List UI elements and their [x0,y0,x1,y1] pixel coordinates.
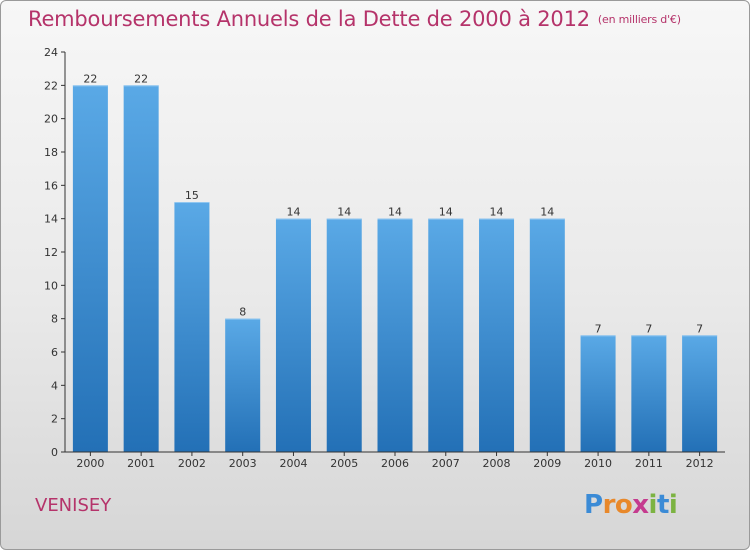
bar-2001 [123,85,159,452]
chart-title-text: Remboursements Annuels de la Dette de 20… [28,7,590,31]
y-tick-label: 16 [44,179,58,192]
y-tick-label: 18 [44,146,58,159]
bar-2011 [631,335,667,452]
y-tick-label: 22 [44,79,58,92]
value-label-2003: 8 [239,306,246,319]
bar-2003 [225,318,261,452]
x-tick-label-2010: 2010 [584,457,612,470]
logo-letter: i [648,490,658,520]
y-tick-label: 12 [44,246,58,259]
bar-2008 [479,218,515,452]
logo-letter: t [656,490,669,520]
x-tick-label-2006: 2006 [381,457,409,470]
value-label-2007: 14 [439,206,453,219]
x-tick-label-2001: 2001 [127,457,155,470]
bar-2007 [428,218,464,452]
bar-2000 [72,85,108,452]
x-tick-label-2012: 2012 [686,457,714,470]
bar-2009 [529,218,565,452]
logo-letter: r [602,490,616,520]
value-label-2011: 7 [645,322,652,335]
x-axis: 2000 2001 2002 2003 2004 2005 2006 2007 2008 2009… [65,451,725,470]
bar-2010 [580,335,616,452]
value-label-2000: 22 [83,72,97,85]
bar-2012 [682,335,718,452]
y-tick-label: 10 [44,279,58,292]
value-label-2010: 7 [595,322,602,335]
unit-note: (en milliers d'€) [597,13,681,26]
bar-2002 [174,202,210,452]
y-tick-label: 14 [44,213,58,226]
value-label-2005: 14 [337,206,351,219]
value-label-2004: 14 [286,206,300,219]
y-tick-label: 20 [44,113,58,126]
x-tick-label-2005: 2005 [330,457,358,470]
y-tick-label: 6 [51,346,58,359]
value-label-2009: 14 [540,206,554,219]
value-label-2008: 14 [490,206,504,219]
bar-2005 [326,218,362,452]
x-tick-label-2002: 2002 [178,457,206,470]
x-tick-label-2000: 2000 [76,457,104,470]
bar-2004 [275,218,311,452]
x-tick-label-2008: 2008 [483,457,511,470]
y-tick-label: 8 [51,313,58,326]
value-label-2001: 22 [134,72,148,85]
logo-letter: x [632,490,649,520]
proxiti-logo[interactable]: Proxiti [584,490,678,520]
x-tick-label-2004: 2004 [279,457,307,470]
chart-title: Remboursements Annuels de la Dette de 20… [28,7,681,31]
logo-letter: i [668,490,678,520]
x-tick-label-2007: 2007 [432,457,460,470]
x-tick-label-2003: 2003 [229,457,257,470]
value-label-2012: 7 [696,322,703,335]
bars [72,85,718,452]
value-label-2002: 15 [185,189,199,202]
logo-letter: o [614,490,633,520]
bar-2006 [377,218,413,452]
y-tick-label: 24 [44,46,58,59]
x-tick-label-2011: 2011 [635,457,663,470]
y-tick-label: 4 [51,379,58,392]
value-labels: 22 22 15 8 14 14 14 14 14 14 7 7 7 [83,72,703,335]
value-label-2006: 14 [388,206,402,219]
x-tick-label-2009: 2009 [533,457,561,470]
y-tick-label: 2 [51,413,58,426]
commune-name: VENISEY [35,495,112,516]
logo-letter: P [584,490,603,520]
y-tick-label: 0 [51,446,58,459]
